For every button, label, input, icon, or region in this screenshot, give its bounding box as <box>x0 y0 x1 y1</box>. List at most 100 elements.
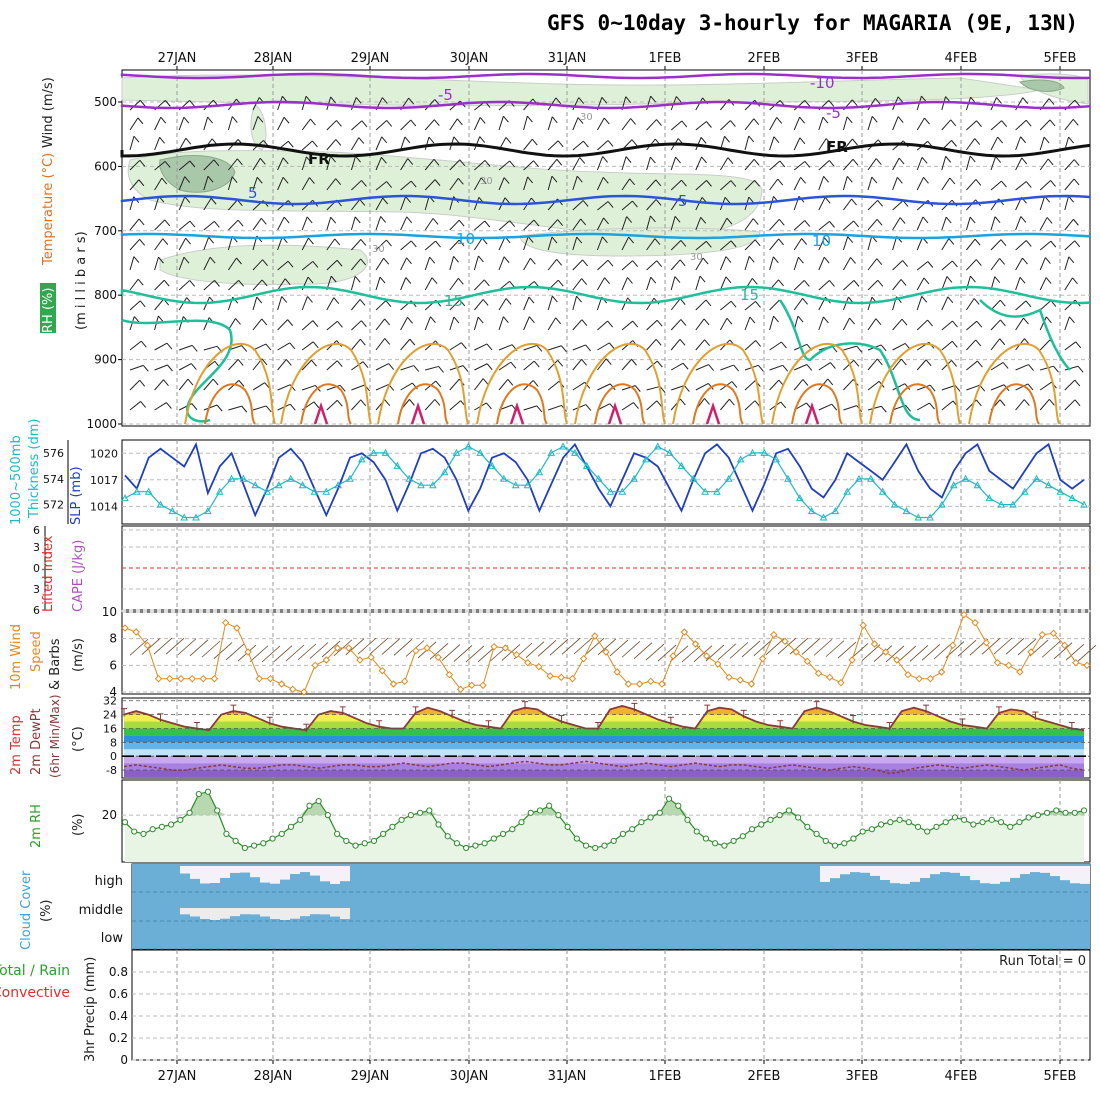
wind-barb <box>596 177 604 191</box>
wind10-barb <box>177 638 197 656</box>
wind-barb <box>720 364 734 371</box>
wind-barb-flag <box>751 278 758 285</box>
wind-barb-flag <box>1019 277 1026 284</box>
cloud-side-labels: Cloud Cover (%) <box>19 870 54 950</box>
wind10-barb <box>297 643 317 661</box>
wind-barb <box>498 316 504 331</box>
wind-barb <box>424 340 436 351</box>
rh2m-units: (%) <box>71 814 86 837</box>
wind-barb <box>572 140 584 151</box>
wind-barb-flag <box>851 198 857 206</box>
wind-barb <box>842 317 850 331</box>
wind10-point <box>848 656 856 664</box>
wind-barb-flag <box>360 239 367 246</box>
wind-barb <box>400 257 408 271</box>
wind-barb-flag <box>1047 158 1054 166</box>
wind-barb-flag <box>853 220 860 228</box>
warm-contour-inner <box>692 383 744 425</box>
wind-barb-flag <box>1022 97 1029 104</box>
wind10-barb <box>141 638 161 655</box>
rh2m-point <box>490 835 497 842</box>
wind10-point <box>154 674 163 683</box>
temp-band <box>124 735 1084 743</box>
wind10-point <box>166 674 174 683</box>
wind-barb-flag <box>236 257 242 265</box>
wind-barb-flag <box>799 137 806 145</box>
wind-barb <box>720 398 730 411</box>
wind-barb-flag <box>798 256 804 264</box>
contour-label--10: -10 <box>810 74 835 92</box>
wind-barb <box>892 177 898 191</box>
wind10-point <box>1072 658 1080 667</box>
wind-barb-flag <box>330 96 337 104</box>
wind10-point <box>736 676 744 684</box>
precip-conv-label: Convective <box>0 985 70 1001</box>
wind-barb-flag <box>140 340 147 348</box>
wind-barb-flag <box>307 296 313 303</box>
rh2m-point <box>693 828 700 835</box>
thickness-point <box>1056 487 1065 495</box>
wind-barb <box>597 383 611 391</box>
wind-barb-flag <box>654 238 661 245</box>
wind-barb <box>351 384 365 391</box>
wind-barb <box>621 340 634 351</box>
wind-barb-flag <box>970 275 976 283</box>
wind-barb-flag <box>856 345 863 353</box>
rh-shade-2 <box>159 244 368 285</box>
wind10-point <box>400 677 409 686</box>
cloud-high-gap <box>940 866 950 873</box>
wind-barb <box>400 317 408 331</box>
wind-barb-flag <box>802 297 808 305</box>
wind-barb <box>449 316 455 331</box>
wind-barb <box>646 95 652 111</box>
wind-barb-flag <box>532 380 539 387</box>
wind-barb-flag <box>877 200 883 207</box>
wind-barb-flag <box>184 196 191 204</box>
wind10-barb <box>549 638 569 656</box>
wind-barb-flag <box>1068 136 1074 144</box>
wind-barb-flag <box>360 258 367 266</box>
wind-barb-flag <box>1048 398 1055 406</box>
wind-barb <box>769 299 780 311</box>
thickness-point <box>204 507 212 515</box>
wind-barb <box>769 341 782 351</box>
wind10-point <box>747 680 756 688</box>
wind-barb-flag <box>699 275 706 283</box>
wind-barb <box>400 216 408 231</box>
wind-barb <box>867 199 878 211</box>
wind-barb <box>178 117 185 131</box>
wind-barb-flag <box>576 236 583 244</box>
wind-barb-flag <box>382 197 389 205</box>
wind-barb <box>867 158 877 171</box>
wind-barb-flag <box>952 320 958 328</box>
wind-barb-flag <box>975 399 982 407</box>
wind-barb <box>1015 383 1029 391</box>
wind-barb <box>670 216 676 231</box>
wind-barb-flag <box>607 259 614 267</box>
wind-barb <box>867 258 878 271</box>
rh2m-point <box>592 844 599 852</box>
wind10-barb <box>369 637 389 655</box>
wind-barb-flag <box>158 256 164 264</box>
thickness-point <box>642 455 650 463</box>
wind-barb <box>1040 365 1054 371</box>
wind-barb-flag <box>237 219 244 227</box>
rh2m-point <box>1071 809 1078 816</box>
rh2m-point <box>131 828 138 835</box>
wind-barb <box>178 237 187 251</box>
contour-15-lobe-3 <box>979 299 1071 371</box>
rh2m-point <box>813 830 820 837</box>
rh2m-point <box>352 842 359 849</box>
wind-barb <box>670 319 682 331</box>
wind-barb-flag <box>659 386 666 393</box>
wind-barb-flag <box>354 276 361 283</box>
wind-barb-flag <box>505 298 512 305</box>
wind-barb <box>178 137 187 151</box>
contour-freezing <box>120 142 1091 158</box>
wind-barb-flag <box>339 385 346 392</box>
wind-barb-flag <box>261 279 268 287</box>
wind-barb-flag <box>380 216 387 223</box>
wind-barb-flag <box>1072 277 1078 285</box>
wind-barb <box>203 159 215 171</box>
wind-barb-flag <box>561 345 567 353</box>
